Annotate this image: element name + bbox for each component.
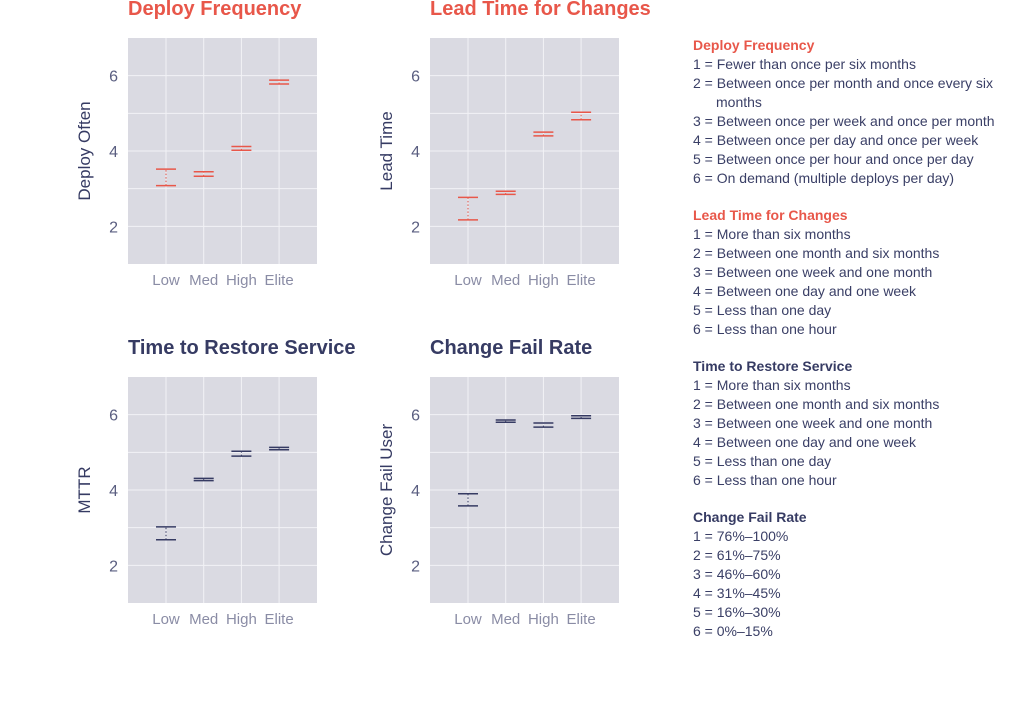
legend-item: 5 = Between once per hour and once per d…	[693, 151, 974, 167]
chart-title: Change Fail Rate	[430, 337, 593, 359]
chart-title: Time to Restore Service	[128, 337, 356, 359]
legend-item: 3 = 46%–60%	[693, 566, 781, 582]
legend-item: 6 = On demand (multiple deploys per day)	[693, 170, 955, 186]
legend-section: Lead Time for Changes 1 = More than six m…	[693, 206, 1024, 339]
chart-svg: Low Med High Elite 2 4 6 Change Fail User	[377, 377, 619, 628]
legend-section: Time to Restore Service 1 = More than six…	[693, 357, 1024, 490]
legend-item: 6 = Less than one hour	[693, 472, 837, 488]
y-tick-label: 6	[411, 69, 420, 86]
legend-item: 2 = Between once per month and once ever…	[693, 75, 994, 110]
legend-item: 3 = Between one week and one month	[693, 415, 933, 431]
y-tick-label: 6	[109, 408, 118, 425]
error-bar	[571, 415, 592, 420]
error-bar	[533, 131, 554, 137]
x-tick-label: Low	[454, 272, 482, 289]
legend-item: 2 = 61%–75%	[693, 547, 781, 563]
x-tick-label: Elite	[567, 611, 596, 628]
x-tick-label: Low	[152, 611, 180, 628]
x-tick-label: Low	[454, 611, 482, 628]
legend-item: 6 = 0%–15%	[693, 623, 773, 639]
y-tick-label: 4	[411, 483, 420, 500]
chart-title: Deploy Frequency	[128, 0, 302, 20]
legend-item: 4 = Between one day and one week	[693, 283, 917, 299]
legend-item: 4 = 31%–45%	[693, 585, 781, 601]
error-bar	[495, 419, 516, 423]
legend-section: Change Fail Rate 1 = 76%–100% 2 = 61%–75% 3…	[693, 508, 1024, 641]
x-tick-label: Med	[189, 611, 218, 628]
scale-legend: Deploy Frequency 1 = Fewer than once per …	[693, 36, 1024, 659]
legend-item: 4 = Between once per day and once per we…	[693, 132, 979, 148]
error-bar	[156, 168, 176, 187]
error-bar	[231, 450, 252, 457]
error-bar	[458, 493, 478, 507]
x-tick-label: Elite	[265, 611, 294, 628]
legend-item: 2 = Between one month and six months	[693, 396, 940, 412]
error-bar	[533, 422, 554, 428]
y-axis-label: Change Fail User	[377, 424, 396, 557]
legend-item: 5 = 16%–30%	[693, 604, 781, 620]
legend-section: Deploy Frequency 1 = Fewer than once per …	[693, 36, 1024, 188]
legend-item: 6 = Less than one hour	[693, 321, 837, 337]
error-bar	[571, 111, 592, 121]
x-tick-label: Elite	[567, 272, 596, 289]
legend-item: 2 = Between one month and six months	[693, 245, 940, 261]
y-tick-label: 2	[411, 219, 420, 236]
chart-svg: Low Med High Elite 2 4 6 Lead Time	[377, 38, 619, 289]
x-tick-label: Med	[491, 272, 520, 289]
error-bar	[193, 170, 214, 177]
error-bar	[269, 79, 290, 85]
y-tick-label: 4	[109, 483, 118, 500]
y-tick-label: 2	[411, 558, 420, 575]
error-bar	[495, 190, 516, 196]
legend-item: 1 = 76%–100%	[693, 528, 789, 544]
chart-title: Lead Time for Changes	[430, 0, 651, 20]
x-tick-label: High	[226, 272, 257, 289]
y-tick-label: 2	[109, 219, 118, 236]
x-tick-label: High	[528, 272, 559, 289]
chart-svg: Low Med High Elite 2 4 6 Deploy Often	[75, 38, 317, 289]
error-bar	[231, 145, 252, 151]
y-axis-label: Deploy Often	[75, 101, 94, 200]
chart-panel: Change Fail Rate Low Med High Elite 2 4 6 Change…	[372, 337, 672, 669]
legend-item: 5 = Less than one day	[693, 302, 832, 318]
error-bar	[458, 196, 478, 221]
legend-item: 5 = Less than one day	[693, 453, 832, 469]
legend-item: 3 = Between once per week and once per m…	[693, 113, 995, 129]
legend-section-title: Time to Restore Service	[693, 358, 853, 374]
chart-panel: Lead Time for Changes Low Med High Elite 2 4 6 L…	[372, 0, 672, 330]
x-tick-label: Elite	[265, 272, 294, 289]
error-bar	[269, 446, 290, 451]
legend-section-title: Lead Time for Changes	[693, 207, 848, 223]
legend-section-title: Change Fail Rate	[693, 509, 807, 525]
y-tick-label: 6	[109, 69, 118, 86]
legend-item: 1 = Fewer than once per six months	[693, 56, 916, 72]
chart-svg: Low Med High Elite 2 4 6 MTTR	[75, 377, 317, 628]
x-tick-label: High	[528, 611, 559, 628]
legend-item: 3 = Between one week and one month	[693, 264, 933, 280]
y-tick-label: 4	[411, 144, 420, 161]
x-tick-label: High	[226, 611, 257, 628]
legend-item: 4 = Between one day and one week	[693, 434, 917, 450]
x-tick-label: Low	[152, 272, 180, 289]
x-tick-label: Med	[189, 272, 218, 289]
chart-panel: Deploy Frequency Low Med High Elite 2 4 6 Deploy…	[70, 0, 370, 330]
y-axis-label: Lead Time	[377, 111, 396, 190]
y-axis-label: MTTR	[75, 466, 94, 513]
chart-panel: Time to Restore Service Low Med High Elite 2 4…	[70, 337, 370, 669]
legend-item: 1 = More than six months	[693, 226, 851, 242]
legend-item: 1 = More than six months	[693, 377, 851, 393]
y-tick-label: 6	[411, 408, 420, 425]
y-tick-label: 4	[109, 144, 118, 161]
y-tick-label: 2	[109, 558, 118, 575]
legend-section-title: Deploy Frequency	[693, 37, 815, 53]
x-tick-label: Med	[491, 611, 520, 628]
error-bar	[156, 526, 176, 541]
error-bar	[193, 477, 214, 482]
